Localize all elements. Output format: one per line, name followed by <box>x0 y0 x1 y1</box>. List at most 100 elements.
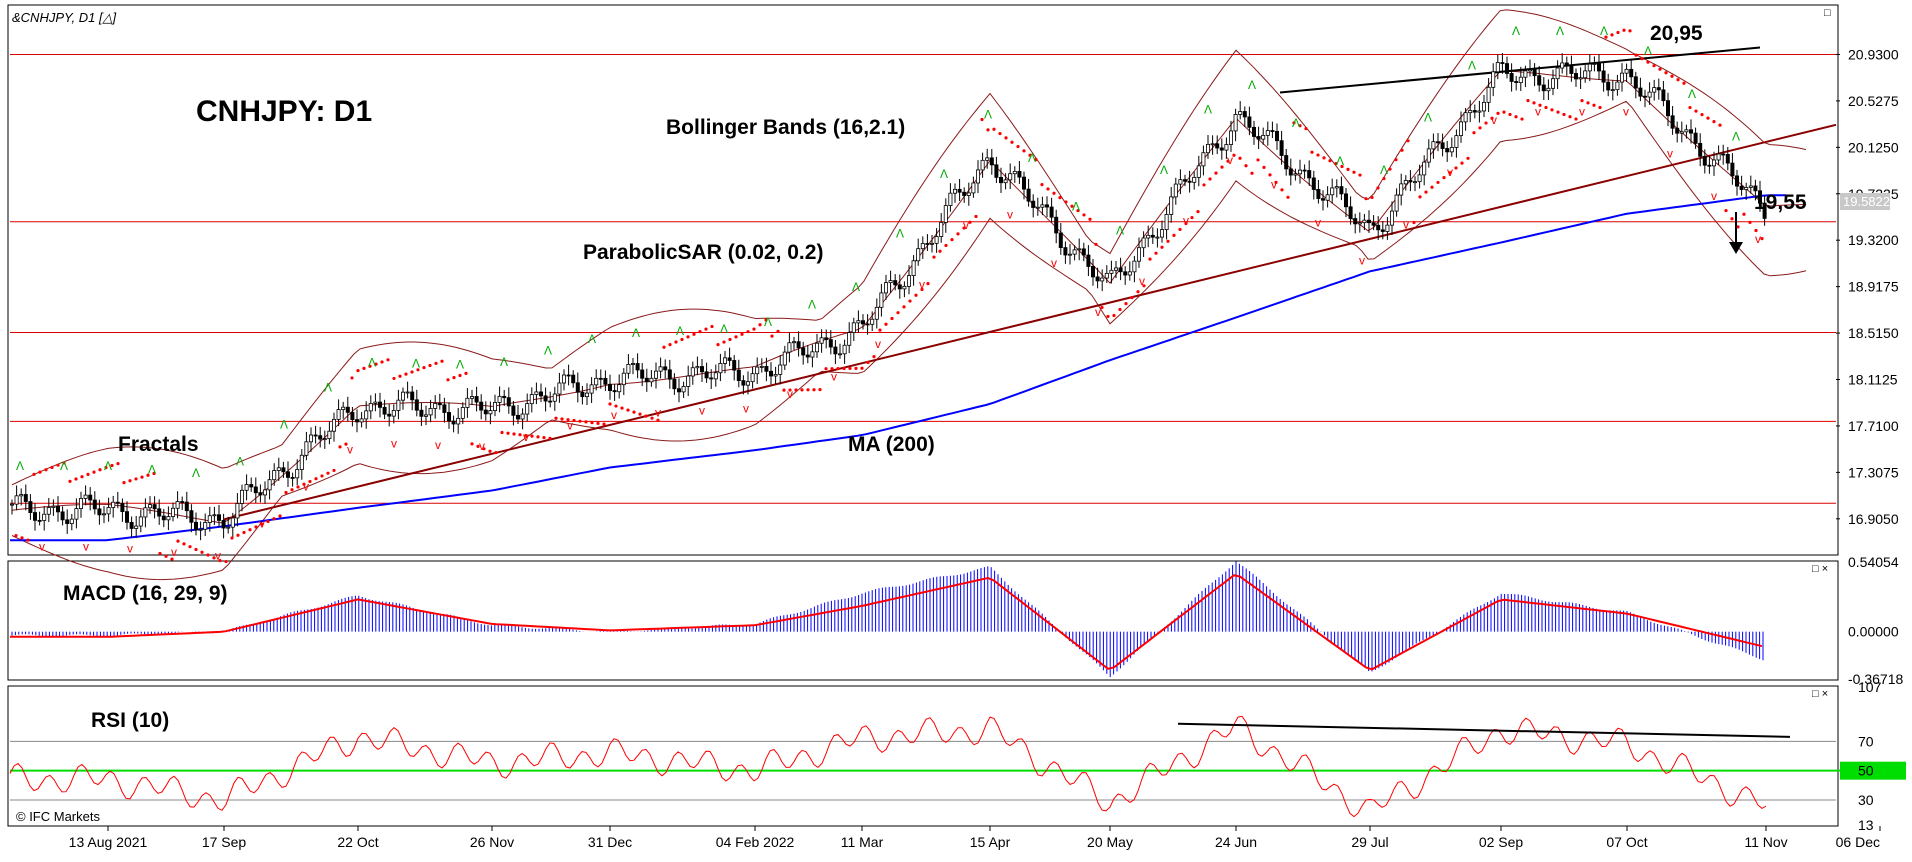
sar-dot <box>1478 126 1482 130</box>
sar-dot <box>98 468 102 472</box>
sar-dot <box>392 376 396 381</box>
sar-dot <box>674 340 678 344</box>
candle-body <box>516 414 521 420</box>
candle-body <box>1247 116 1252 128</box>
fractal-up-marker: Λ <box>852 280 860 294</box>
candle-body <box>732 360 737 371</box>
sar-dot <box>284 490 288 495</box>
sar-dot <box>1646 60 1650 64</box>
sar-dot <box>704 327 708 331</box>
sar-dot <box>422 366 426 370</box>
sar-dot <box>1142 284 1146 288</box>
candle-body <box>391 410 396 417</box>
rsi-line <box>9 715 1767 818</box>
macd-panel-buttons[interactable]: □ × <box>1812 563 1828 575</box>
sar-dot <box>818 388 822 392</box>
sar-dot <box>992 127 996 131</box>
candle-body <box>805 354 810 358</box>
sar-dot <box>1268 173 1272 177</box>
sar-dot <box>1712 120 1716 124</box>
x-tick-label: 20 May <box>1087 834 1133 850</box>
sar-dot <box>200 550 204 554</box>
sar-dot <box>632 410 636 414</box>
sar-dot <box>1334 162 1338 166</box>
candle-body <box>787 342 792 353</box>
candle-body <box>285 471 290 478</box>
candle-body <box>299 454 304 470</box>
fractal-up-marker: Λ <box>456 358 464 372</box>
sar-dot <box>110 463 114 468</box>
candle-body <box>322 438 327 441</box>
sar-dot <box>1364 197 1368 201</box>
candle-body <box>1026 188 1031 202</box>
sar-dot <box>500 430 504 435</box>
sar-dot <box>578 419 582 423</box>
candle-body <box>51 505 56 508</box>
candle-body <box>1049 206 1054 218</box>
candle-body <box>1385 224 1390 232</box>
candle-body <box>874 306 879 320</box>
sar-dot <box>1100 305 1104 310</box>
candle-body <box>851 322 856 333</box>
sar-dot <box>1754 228 1758 233</box>
rsi-panel-buttons[interactable]: □ × <box>1812 688 1828 700</box>
price-y-tick-label: 18.1125 <box>1848 372 1898 388</box>
candle-body <box>313 434 318 437</box>
candle-body <box>994 164 999 178</box>
fractal-down-marker: v <box>1051 256 1057 270</box>
candle-body <box>1173 183 1178 198</box>
candle-body <box>1353 218 1358 225</box>
fractal-up-marker: Λ <box>280 417 288 431</box>
candle-body <box>621 372 626 386</box>
candle-body <box>506 397 511 407</box>
fractal-down-marker: v <box>699 404 705 418</box>
candle-body <box>1302 169 1307 172</box>
sar-dot <box>1346 167 1350 171</box>
candle-body <box>907 275 912 287</box>
sar-dot <box>344 442 348 446</box>
sar-dot <box>884 322 888 326</box>
candle-body <box>529 394 534 405</box>
candle-body <box>911 260 916 277</box>
candle-body <box>1293 173 1298 176</box>
candle-body <box>341 406 346 410</box>
price-y-tick-label: 20.1250 <box>1848 139 1899 155</box>
sar-dot <box>518 433 522 437</box>
candle-body <box>115 501 120 504</box>
x-tick-label: 31 Dec <box>588 834 632 850</box>
candle-body <box>1058 232 1063 249</box>
candle-body <box>1040 204 1045 208</box>
sar-dot <box>404 372 408 376</box>
sar-dot <box>1292 121 1296 125</box>
sar-dot <box>326 471 330 475</box>
x-tick-label: 13 Aug 2021 <box>69 834 148 850</box>
candle-body <box>1532 69 1537 77</box>
price-panel-maximize-button[interactable]: □ <box>1824 7 1831 19</box>
fractal-up-marker: Λ <box>588 332 596 346</box>
fractal-down-marker: v <box>39 540 45 554</box>
sar-dot <box>164 554 168 558</box>
candle-body <box>129 521 134 529</box>
fractal-up-marker: Λ <box>1688 87 1696 101</box>
fractal-down-marker: v <box>259 517 265 531</box>
candle-body <box>147 504 152 509</box>
candle-body <box>1256 136 1261 140</box>
sar-dot <box>608 402 612 406</box>
sar-dot <box>1352 170 1356 174</box>
sar-dot <box>1586 101 1590 105</box>
candle-body <box>42 513 47 521</box>
candle-body <box>736 369 741 381</box>
sar-dot <box>1028 153 1032 157</box>
candle-body <box>364 410 369 420</box>
sar-dot <box>1520 117 1524 121</box>
candle-body <box>1063 247 1068 256</box>
candle-body <box>37 519 42 522</box>
sar-dot <box>1286 195 1290 199</box>
sar-dot <box>362 366 366 371</box>
fractal-up-marker: Λ <box>148 462 156 476</box>
candle-body <box>1334 186 1339 189</box>
candle-body <box>207 515 212 523</box>
fractal-up-marker: Λ <box>1380 163 1388 177</box>
sar-dot <box>1628 29 1632 33</box>
